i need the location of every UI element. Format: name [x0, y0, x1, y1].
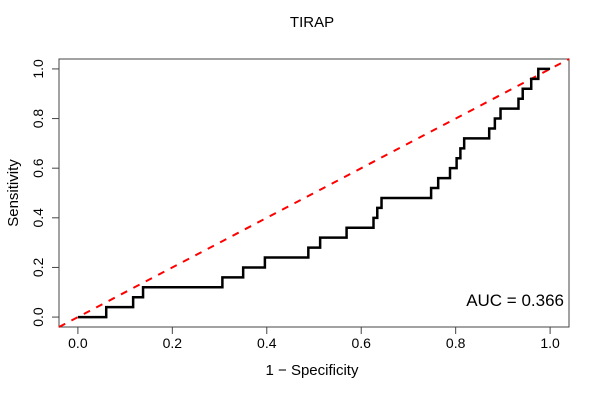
x-tick-label: 0.6 — [351, 335, 371, 351]
x-tick-label: 0.4 — [257, 335, 277, 351]
x-axis-title: 1 − Specificity — [266, 362, 359, 379]
x-tick-label: 0.8 — [446, 335, 466, 351]
roc-curve-line — [77, 67, 551, 319]
auc-annotation: AUC = 0.366 — [466, 291, 564, 310]
y-axis-title: Sensitivity — [5, 159, 22, 227]
x-axis: 0.0 0.2 0.4 0.6 0.8 1.0 — [68, 327, 560, 351]
plot-box — [58, 58, 570, 328]
y-tick-label: 1.0 — [30, 59, 46, 79]
y-tick-label: 0.0 — [30, 307, 46, 327]
chance-diagonal-line — [58, 58, 570, 328]
plot-title: TIRAP — [290, 14, 334, 31]
y-tick-label: 0.8 — [30, 109, 46, 129]
x-tick-label: 1.0 — [540, 335, 560, 351]
y-axis: 0.0 0.2 0.4 0.6 0.8 1.0 — [30, 59, 59, 327]
y-tick-label: 0.6 — [30, 158, 46, 178]
y-tick-label: 0.4 — [30, 208, 46, 228]
x-tick-label: 0.2 — [163, 335, 183, 351]
y-tick-label: 0.2 — [30, 258, 46, 278]
x-tick-label: 0.0 — [68, 335, 88, 351]
